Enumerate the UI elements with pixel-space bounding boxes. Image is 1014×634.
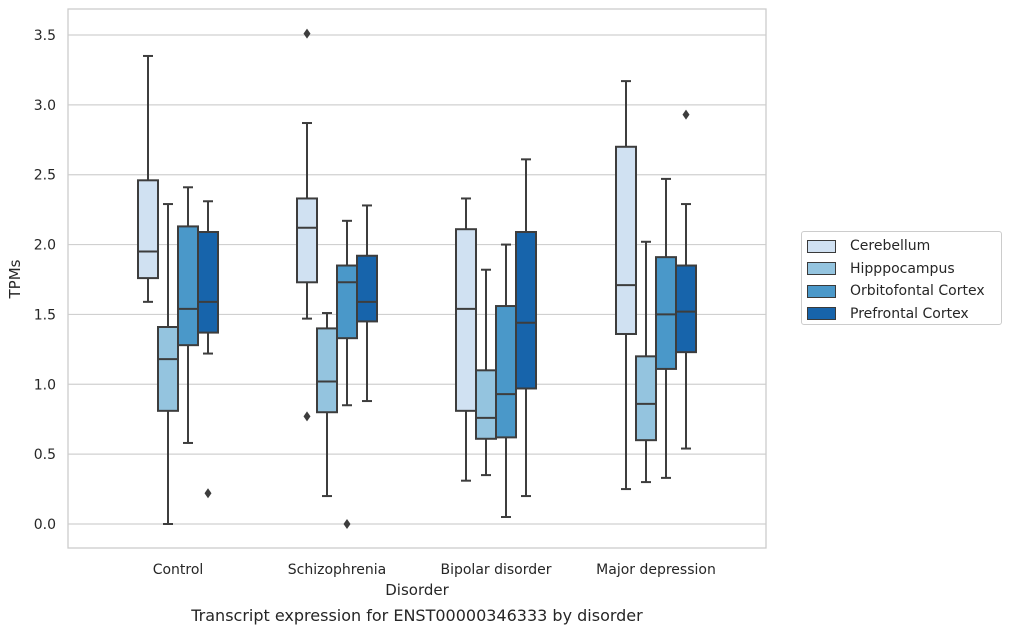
- box-cerebellum: [455, 197, 477, 482]
- box-orbitofontal-cortex: [655, 177, 677, 479]
- x-tick-label: Major depression: [596, 562, 716, 578]
- legend-item: Hipppocampus: [802, 258, 1001, 281]
- outlier-point: [682, 109, 690, 120]
- x-tick-label: Control: [153, 562, 204, 578]
- iqr-box: [137, 179, 159, 280]
- iqr-box: [356, 254, 378, 323]
- legend-label: Prefrontal Cortex: [850, 305, 969, 322]
- box-prefrontal-cortex: [197, 200, 219, 499]
- chart-title: Transcript expression for ENST0000034633…: [191, 606, 643, 625]
- legend-item: Orbitofontal Cortex: [802, 280, 1001, 303]
- y-tick-labels: 0.0 0.5 1.0 1.5 2.0 2.5 3.0 3.5: [34, 28, 56, 533]
- box-prefrontal-cortex: [356, 204, 378, 403]
- iqr-box: [515, 230, 537, 390]
- y-tick-label: 1.0: [34, 377, 56, 393]
- legend-item: Cerebellum: [802, 235, 1001, 258]
- legend-label: Orbitofontal Cortex: [850, 283, 985, 300]
- legend-item: Prefrontal Cortex: [802, 303, 1001, 326]
- iqr-box: [316, 327, 338, 414]
- iqr-box: [655, 256, 677, 370]
- x-tick-label: Schizophrenia: [288, 562, 386, 578]
- x-axis-title: Disorder: [385, 581, 449, 599]
- box-orbitofontal-cortex: [495, 243, 517, 519]
- iqr-box: [157, 326, 179, 412]
- box-cerebellum: [615, 80, 637, 491]
- box-orbitofontal-cortex: [177, 186, 199, 444]
- box-hipppocampus: [157, 203, 179, 525]
- x-tick-labels: Control Schizophrenia Bipolar disorder Majo…: [153, 562, 716, 578]
- legend-swatch: [807, 239, 836, 253]
- y-tick-label: 2.5: [34, 168, 56, 184]
- iqr-box: [455, 228, 477, 412]
- iqr-box: [336, 264, 358, 340]
- outlier-point: [303, 28, 311, 39]
- box-hipppocampus: [475, 268, 497, 477]
- box-hipppocampus: [635, 240, 657, 484]
- legend-label: Cerebellum: [850, 238, 931, 255]
- iqr-box: [495, 305, 517, 439]
- y-tick-label: 2.0: [34, 238, 56, 254]
- legend-swatch: [807, 262, 836, 276]
- y-tick-label: 3.5: [34, 28, 56, 44]
- box-hipppocampus: [316, 312, 338, 498]
- legend-label: Hipppocampus: [850, 260, 955, 277]
- y-tick-label: 0.0: [34, 517, 56, 533]
- iqr-box: [675, 264, 697, 354]
- box-orbitofontal-cortex: [336, 219, 358, 529]
- legend-swatch: [807, 284, 836, 298]
- iqr-box: [615, 145, 637, 335]
- y-axis-title: TPMs: [6, 259, 24, 299]
- box-prefrontal-cortex: [675, 109, 697, 450]
- y-tick-label: 0.5: [34, 447, 56, 463]
- box-cerebellum: [296, 28, 318, 422]
- outlier-point: [303, 411, 311, 422]
- outlier-point: [343, 519, 351, 529]
- iqr-box: [635, 355, 657, 442]
- legend-swatch: [807, 307, 836, 321]
- outlier-point: [204, 488, 212, 499]
- iqr-box: [475, 369, 497, 440]
- y-tick-label: 3.0: [34, 98, 56, 114]
- plot-frame: [67, 8, 767, 549]
- boxes: [137, 28, 697, 529]
- legend: Cerebellum Hipppocampus Orbitofontal Corte…: [801, 231, 1002, 325]
- y-tick-label: 1.5: [34, 307, 56, 323]
- iqr-box: [177, 225, 199, 347]
- iqr-box: [296, 197, 318, 284]
- box-cerebellum: [137, 54, 159, 303]
- box-prefrontal-cortex: [515, 158, 537, 498]
- x-tick-label: Bipolar disorder: [440, 562, 551, 578]
- iqr-box: [197, 230, 219, 334]
